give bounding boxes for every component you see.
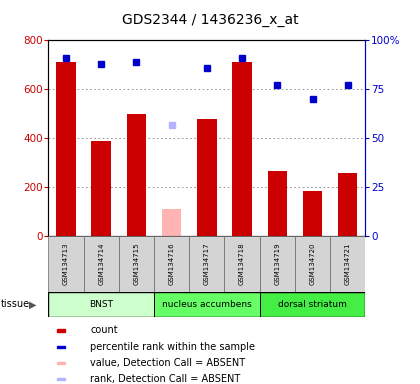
Text: rank, Detection Call = ABSENT: rank, Detection Call = ABSENT bbox=[90, 374, 240, 384]
Bar bbox=[232, 62, 252, 236]
Bar bbox=[197, 119, 217, 236]
Text: tissue: tissue bbox=[1, 299, 30, 310]
Bar bbox=[57, 362, 65, 364]
Bar bbox=[224, 236, 260, 292]
Bar bbox=[295, 236, 330, 292]
Text: ▶: ▶ bbox=[29, 299, 36, 310]
Text: BNST: BNST bbox=[89, 300, 113, 309]
Bar bbox=[268, 171, 287, 236]
Bar bbox=[57, 346, 65, 348]
Bar bbox=[57, 378, 65, 381]
Bar bbox=[338, 172, 357, 236]
Text: nucleus accumbens: nucleus accumbens bbox=[162, 300, 252, 309]
Bar bbox=[162, 209, 181, 236]
Bar bbox=[154, 236, 189, 292]
Text: dorsal striatum: dorsal striatum bbox=[278, 300, 347, 309]
Bar bbox=[48, 292, 154, 317]
Text: GSM134719: GSM134719 bbox=[274, 243, 280, 285]
Bar bbox=[119, 236, 154, 292]
Text: GSM134714: GSM134714 bbox=[98, 243, 104, 285]
Text: value, Detection Call = ABSENT: value, Detection Call = ABSENT bbox=[90, 358, 245, 368]
Bar bbox=[84, 236, 119, 292]
Bar bbox=[303, 191, 322, 236]
Bar bbox=[48, 236, 84, 292]
Text: GSM134716: GSM134716 bbox=[168, 243, 175, 285]
Text: GSM134713: GSM134713 bbox=[63, 243, 69, 285]
Bar bbox=[56, 62, 76, 236]
Bar bbox=[127, 114, 146, 236]
Bar bbox=[330, 236, 365, 292]
Text: count: count bbox=[90, 326, 118, 336]
Bar bbox=[260, 236, 295, 292]
Text: percentile rank within the sample: percentile rank within the sample bbox=[90, 342, 255, 352]
Bar bbox=[154, 292, 260, 317]
Bar bbox=[92, 141, 111, 236]
Bar bbox=[189, 236, 224, 292]
Bar bbox=[57, 329, 65, 331]
Text: GSM134718: GSM134718 bbox=[239, 243, 245, 285]
Bar bbox=[260, 292, 365, 317]
Text: GSM134715: GSM134715 bbox=[134, 243, 139, 285]
Text: GSM134720: GSM134720 bbox=[310, 243, 315, 285]
Text: GDS2344 / 1436236_x_at: GDS2344 / 1436236_x_at bbox=[122, 13, 298, 27]
Text: GSM134721: GSM134721 bbox=[345, 243, 351, 285]
Text: GSM134717: GSM134717 bbox=[204, 243, 210, 285]
